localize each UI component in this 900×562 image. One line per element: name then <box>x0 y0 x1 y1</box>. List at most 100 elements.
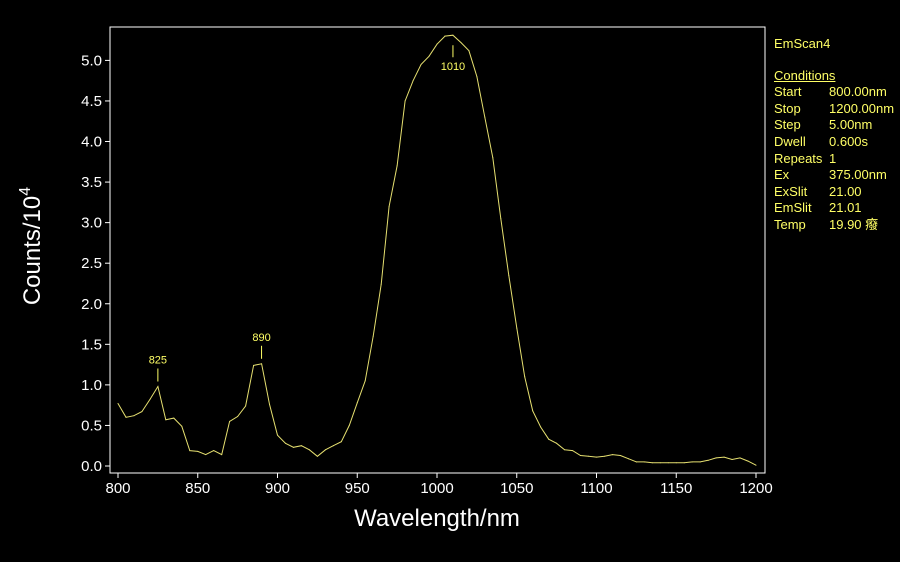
conditions-list: Start 800.00nm Stop 1200.00nm Step 5.00nm Dwel… <box>774 84 894 233</box>
data-point <box>277 434 278 436</box>
data-point <box>548 438 550 440</box>
condition-key: Step <box>774 117 801 133</box>
data-series <box>117 34 757 466</box>
data-point <box>516 327 518 329</box>
condition-value: 1200.00nm <box>829 100 895 116</box>
y-tick-label: 1.0 <box>81 377 102 394</box>
plot-frame <box>109 26 766 474</box>
condition-row: Ex 375.00nm <box>774 167 894 184</box>
data-point <box>436 43 438 45</box>
x-tick-label: 900 <box>265 480 290 497</box>
y-tick-label: 4.5 <box>81 93 102 110</box>
data-point <box>643 461 645 463</box>
data-point <box>524 376 526 378</box>
data-point <box>619 454 621 456</box>
condition-row: Dwell 0.600s <box>774 134 894 151</box>
data-point <box>723 456 725 458</box>
data-point <box>627 458 629 460</box>
data-point <box>659 462 661 464</box>
data-point <box>572 450 574 452</box>
data-point <box>356 402 358 404</box>
condition-value: 1 <box>829 150 837 166</box>
data-point <box>755 464 757 466</box>
data-point <box>269 403 271 405</box>
data-point <box>189 450 191 452</box>
data-point <box>300 445 302 447</box>
y-tick-label: 0.5 <box>81 417 102 434</box>
condition-row: Temp 19.90 癈 <box>774 217 894 234</box>
condition-value: 5.00nm <box>829 117 873 133</box>
data-point <box>125 416 127 418</box>
data-point <box>580 454 582 456</box>
data-point <box>428 55 430 57</box>
data-point <box>420 63 422 65</box>
condition-value: 21.01 <box>829 200 862 216</box>
peak-label: 825 <box>149 355 167 367</box>
data-point <box>237 416 239 418</box>
condition-key: Stop <box>774 100 801 116</box>
y-tick-label: 0.0 <box>81 458 102 475</box>
data-point <box>532 410 534 412</box>
data-point <box>715 457 717 459</box>
data-point <box>564 449 566 451</box>
x-tick-label: 1100 <box>580 480 612 497</box>
data-point <box>348 424 350 426</box>
data-point <box>588 455 590 457</box>
data-point <box>683 462 685 464</box>
data-point <box>739 457 741 459</box>
condition-row: EmSlit 21.01 <box>774 200 894 217</box>
data-point <box>205 454 207 456</box>
condition-value: 21.00 <box>829 183 862 199</box>
spectrum-line <box>117 34 757 466</box>
data-point <box>261 363 263 365</box>
data-point <box>181 425 183 427</box>
data-point <box>707 459 709 461</box>
axis-ticks <box>105 59 757 478</box>
y-tick-label: 5.0 <box>81 52 102 69</box>
data-point <box>476 76 478 78</box>
x-tick-label: 1000 <box>420 480 453 497</box>
peak-label: 890 <box>252 332 270 344</box>
data-point <box>332 445 334 447</box>
data-point <box>691 461 693 463</box>
condition-key: Repeats <box>774 150 823 166</box>
y-tick-label: 1.5 <box>81 336 102 353</box>
data-point <box>388 205 390 207</box>
data-point <box>699 461 701 463</box>
data-point <box>324 449 326 451</box>
data-point <box>340 441 342 443</box>
condition-key: EmSlit <box>774 200 812 216</box>
data-point <box>253 364 255 366</box>
condition-value: 0.600s <box>829 133 869 149</box>
condition-row: Step 5.00nm <box>774 117 894 134</box>
y-axis-title-main: Counts/10 <box>19 196 46 305</box>
data-point <box>596 456 597 458</box>
peak-label: 1010 <box>441 61 465 73</box>
data-point <box>667 462 669 464</box>
data-point <box>484 116 486 118</box>
condition-row: Repeats 1 <box>774 151 894 168</box>
data-point <box>117 403 119 405</box>
data-point <box>221 454 223 456</box>
data-point <box>316 455 318 457</box>
data-point <box>412 80 414 82</box>
condition-value: 800.00nm <box>829 84 887 100</box>
data-point <box>492 157 494 159</box>
condition-key: Dwell <box>774 133 806 149</box>
y-tick-label: 3.5 <box>81 174 102 191</box>
scan-name: EmScan4 <box>774 36 831 51</box>
data-point <box>229 420 231 422</box>
data-point <box>675 462 677 464</box>
condition-key: Start <box>774 84 802 100</box>
data-point <box>133 415 135 417</box>
condition-key: Temp <box>774 216 806 232</box>
condition-row: Start 800.00nm <box>774 84 894 101</box>
y-axis-title: Counts/104 <box>17 187 46 305</box>
y-tick-label: 2.5 <box>81 255 102 272</box>
data-point <box>460 42 462 44</box>
data-point <box>165 419 167 421</box>
scan-info-panel: EmScan4 Conditions Start 800.00nm Stop 1200… <box>774 36 894 234</box>
data-point <box>651 462 653 464</box>
condition-key: ExSlit <box>774 183 808 199</box>
